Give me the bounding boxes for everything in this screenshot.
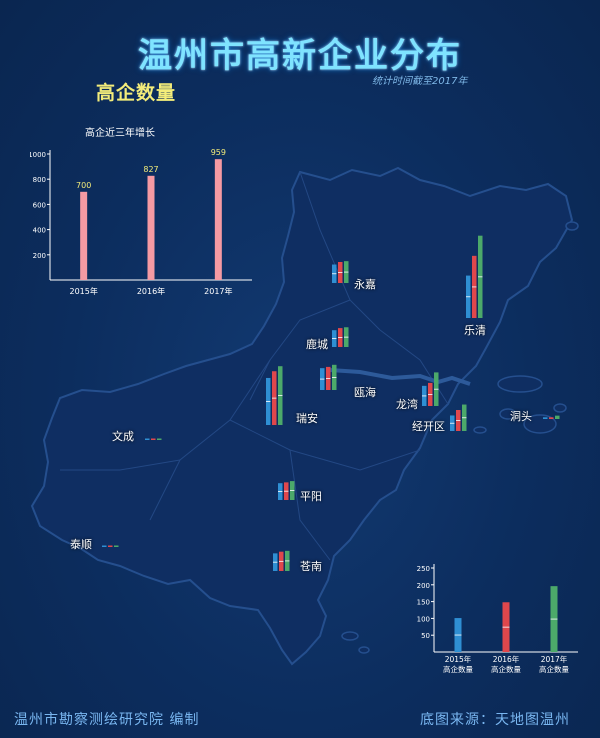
- legend-bar-chart: 501001502002502015年高企数量2016年高企数量2017年高企数…: [417, 564, 578, 674]
- island: [497, 375, 543, 393]
- place-label-dongtou: 洞头: [510, 410, 532, 423]
- legend-x-label: 高企数量: [539, 664, 569, 674]
- island: [553, 403, 567, 413]
- growth-bar-chart: 高企近三年增长 200 400 600 800 1000 700 2015年 827 2016年…: [30, 126, 252, 296]
- map-bar-taishun-1: [108, 545, 113, 547]
- place-label-lucheng: 鹿城: [306, 338, 328, 351]
- island: [523, 414, 557, 434]
- island: [473, 426, 487, 434]
- growth-y-tick-label: 200: [33, 252, 46, 260]
- footer-source: 底图来源：天地图温州: [420, 712, 570, 728]
- map-bar-wencheng-0: [145, 438, 150, 440]
- map-bar-dongtou-1: [549, 417, 554, 419]
- place-label-yongjia: 永嘉: [354, 278, 376, 291]
- place-label-jingkaiqu: 经开区: [412, 420, 445, 433]
- date-note: 统计时间截至2017年: [372, 76, 468, 87]
- page-title: 温州市高新企业分布: [138, 36, 462, 76]
- growth-y-tick-label: 600: [33, 201, 46, 209]
- legend-y-tick-label: 50: [421, 632, 430, 640]
- oujiang-river: [329, 368, 471, 386]
- place-label-ruian: 瑞安: [296, 412, 318, 425]
- growth-data-label: 700: [76, 181, 91, 190]
- footer-credit: 温州市勘察测绘研究院 编制: [14, 712, 200, 728]
- place-label-cangnan: 苍南: [300, 560, 322, 573]
- growth-x-label: 2015年: [69, 286, 97, 296]
- map-bar-taishun-0: [102, 545, 107, 547]
- legend-y-tick-label: 150: [417, 599, 430, 607]
- legend-x-label: 2015年: [445, 654, 472, 664]
- island: [499, 408, 517, 420]
- legend-x-label: 高企数量: [443, 664, 473, 674]
- growth-x-label: 2017年: [204, 286, 232, 296]
- island: [358, 646, 370, 654]
- map-bar-wencheng-1: [151, 438, 156, 440]
- growth-y-tick-label: 800: [33, 176, 46, 184]
- growth-x-label: 2016年: [137, 286, 165, 296]
- map-bar-wencheng-2: [157, 438, 162, 440]
- place-label-pingyang: 平阳: [300, 490, 322, 503]
- island: [565, 221, 579, 231]
- island: [341, 631, 359, 641]
- map-bar-dongtou-0: [543, 417, 548, 419]
- growth-data-label: 959: [211, 148, 226, 157]
- wenzhou-landmass: [30, 166, 574, 666]
- legend-x-label: 高企数量: [491, 664, 521, 674]
- place-label-ouhai: 瓯海: [354, 386, 376, 399]
- legend-y-tick-label: 200: [417, 582, 430, 590]
- page-subtitle: 高企数量: [96, 82, 177, 104]
- growth-chart-title: 高企近三年增长: [85, 126, 155, 139]
- map-bar-dongtou-2: [555, 415, 560, 419]
- place-label-longwan: 龙湾: [396, 398, 418, 411]
- legend-x-label: 2016年: [493, 654, 520, 664]
- growth-y-tick-label: 400: [33, 227, 46, 235]
- legend-x-label: 2017年: [541, 654, 568, 664]
- place-label-wencheng: 文成: [112, 430, 134, 443]
- place-label-yueqing: 乐清: [464, 324, 486, 337]
- growth-y-tick-label: 1000: [30, 151, 46, 159]
- growth-data-label: 827: [143, 165, 158, 174]
- growth-bar-2: [214, 159, 222, 280]
- legend-y-tick-label: 250: [417, 565, 430, 573]
- map-bar-taishun-2: [114, 545, 119, 547]
- growth-bar-1: [147, 175, 155, 280]
- growth-bar-0: [80, 191, 88, 280]
- place-label-taishun: 泰顺: [70, 538, 92, 551]
- legend-y-tick-label: 100: [417, 615, 430, 623]
